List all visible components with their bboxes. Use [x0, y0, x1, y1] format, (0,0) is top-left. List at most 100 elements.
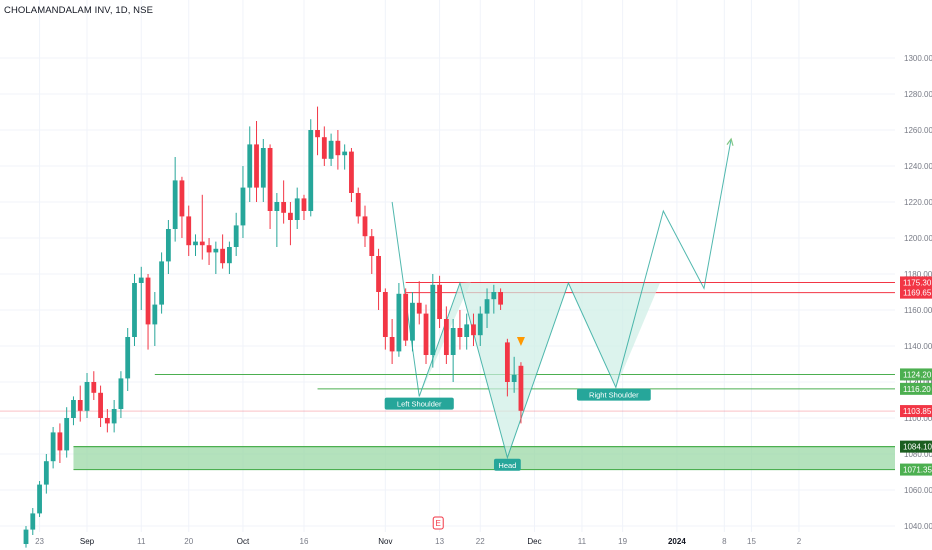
candle-body — [477, 313, 483, 336]
candle-body — [471, 324, 476, 336]
candle-body — [64, 418, 70, 451]
left-shoulder-label-bg — [384, 397, 454, 410]
candle-body — [227, 247, 232, 264]
candle-body — [91, 382, 97, 393]
level-badges: 1175.30 1169.65 1124.20 1116.20 1103.85 1084.… — [900, 276, 932, 476]
level-badge-resistance — [900, 276, 932, 289]
candle-body — [443, 319, 449, 355]
candle-body — [511, 374, 517, 382]
x-tick-label: 23 — [35, 537, 44, 546]
x-tick-label: 15 — [747, 537, 756, 546]
candle-body — [369, 236, 375, 256]
head-label: Head — [493, 458, 521, 471]
earnings-marker-label: E — [436, 519, 441, 528]
earnings-marker — [432, 516, 444, 530]
y-tick-label: 1280.00 — [904, 90, 932, 99]
candle-body — [111, 409, 117, 424]
x-tick-label: Oct — [237, 537, 250, 546]
candle-body — [430, 284, 436, 355]
y-axis: 1040.00 1060.00 1080.00 1100.00 1120.00 1140.… — [904, 54, 932, 531]
candle-body — [342, 151, 348, 156]
x-tick-label: Nov — [378, 537, 392, 546]
candle-body — [193, 241, 198, 246]
candle-body — [504, 342, 510, 382]
x-tick-label: Sep — [80, 537, 95, 546]
head-label-text: Head — [498, 461, 516, 470]
candle-body — [159, 261, 164, 305]
candle-body — [498, 292, 503, 305]
left-shoulder-label-text: Left Shoulder — [397, 400, 442, 409]
candle-body — [37, 484, 42, 514]
candle-body — [355, 193, 361, 217]
y-tick-label-hidden: 1120.00 — [904, 378, 932, 387]
y-tick-label: 1180.00 — [904, 270, 932, 279]
candle-body — [301, 198, 307, 211]
candle-body — [376, 256, 381, 292]
level-badge-label: 1175.30 — [903, 278, 932, 287]
signal-marker — [516, 337, 525, 346]
candle-body — [281, 202, 287, 213]
right-shoulder-label-bg — [576, 388, 651, 401]
candle-body — [315, 130, 320, 138]
candle-body — [321, 137, 327, 159]
y-tick-label: 1080.00 — [904, 450, 932, 459]
candle-body — [186, 216, 192, 246]
level-badge-label: 1103.85 — [903, 407, 932, 416]
level-badge-label: 1084.10 — [903, 443, 932, 452]
candle-body — [335, 140, 341, 156]
candle-body — [274, 202, 280, 211]
candle-body — [152, 304, 158, 325]
chart-title: CHOLAMANDALAM INV, 1D, NSE — [4, 5, 154, 16]
candle-body — [77, 400, 83, 411]
x-tick-label: 13 — [435, 537, 444, 546]
candle-body — [403, 293, 409, 341]
candle-body — [437, 284, 442, 319]
y-tick-label: 1060.00 — [904, 486, 932, 495]
candle-body — [23, 529, 29, 544]
candle-body — [84, 382, 90, 411]
candle-body — [457, 328, 463, 337]
candle-body — [464, 324, 470, 337]
level-badge-label: 1169.65 — [903, 289, 932, 298]
x-tick-label: 8 — [722, 537, 727, 546]
candle-body — [288, 212, 293, 220]
left-shoulder-label: Left Shoulder — [384, 397, 454, 410]
x-tick-label: 2 — [797, 537, 802, 546]
x-tick-label: 11 — [137, 537, 146, 546]
y-tick-label: 1200.00 — [904, 234, 932, 243]
candle-body — [220, 248, 226, 264]
candle-body — [389, 337, 395, 352]
candle-body — [132, 283, 137, 337]
candle-body — [260, 148, 266, 188]
forecast-arrow-head — [726, 137, 734, 146]
x-axis: 23 Sep 11 20 Oct 16 Nov 13 22 Dec 11 19 2024 8 15 2 — [35, 537, 802, 546]
candle-body — [104, 418, 110, 424]
y-tick-label: 1260.00 — [904, 126, 932, 135]
x-tick-label: 11 — [578, 537, 587, 546]
y-tick-label: 1300.00 — [904, 54, 932, 63]
level-badge-zone — [900, 463, 932, 476]
candles — [23, 106, 524, 548]
candle-body — [50, 432, 56, 462]
candle-body — [43, 461, 49, 485]
level-badge-support — [900, 368, 932, 381]
candle-body — [423, 313, 429, 355]
candle-body — [254, 144, 259, 188]
level-badge-price — [900, 405, 932, 418]
candle-body — [172, 180, 178, 229]
candle-body — [125, 337, 131, 379]
candle-body — [179, 180, 185, 217]
y-tick-label: 1240.00 — [904, 162, 932, 171]
y-tick-label: 1220.00 — [904, 198, 932, 207]
level-badge-label: 1071.35 — [903, 466, 932, 475]
right-shoulder-label: Right Shoulder — [576, 388, 651, 401]
candle-body — [410, 302, 415, 341]
y-tick-label: 1160.00 — [904, 306, 932, 315]
candle-body — [416, 302, 422, 314]
candle-body — [240, 187, 246, 226]
candle-body — [98, 392, 103, 418]
candle-body — [145, 277, 151, 325]
right-shoulder-label-text: Right Shoulder — [589, 391, 639, 400]
x-tick-label: Dec — [527, 537, 541, 546]
